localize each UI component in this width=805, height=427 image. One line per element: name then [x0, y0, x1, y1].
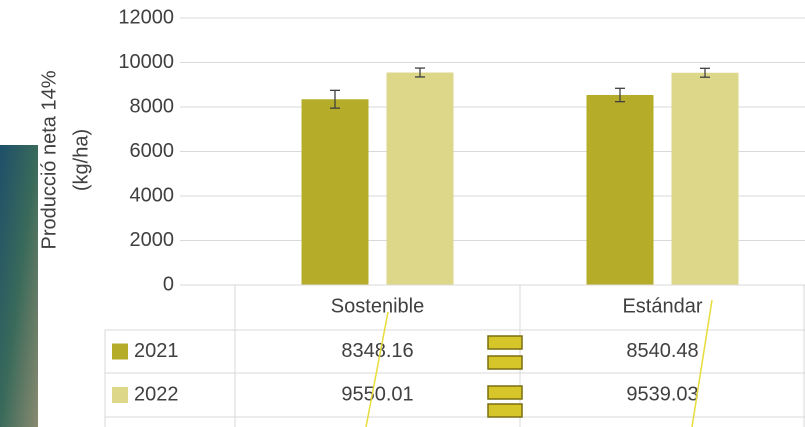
y-tick-label: 8000	[130, 95, 175, 117]
error-bar	[415, 67, 425, 78]
legend-label: 2022	[134, 383, 179, 405]
y-axis-title: Producció neta 14% (kg/ha)	[38, 70, 92, 249]
y-tick-label: 6000	[130, 140, 175, 162]
legend-swatch	[112, 343, 128, 360]
error-bar	[615, 87, 625, 103]
y-tick-label: 0	[163, 273, 174, 295]
y-tick-label: 4000	[130, 184, 175, 206]
table-value: 8348.16	[341, 340, 413, 362]
y-tick-label: 10000	[118, 51, 174, 73]
y-tick-label: 2000	[130, 229, 175, 251]
decor-line	[365, 311, 389, 427]
x-tick-label: Estándar	[622, 295, 702, 317]
table-value: 9550.01	[341, 383, 413, 405]
error-bar	[330, 89, 340, 109]
legend-swatch	[112, 387, 128, 403]
decor-line	[691, 299, 713, 427]
y-tick-label: 12000	[118, 6, 174, 28]
bar	[586, 94, 654, 285]
table-value: 8540.48	[626, 340, 698, 362]
y-axis-title-line: Producció neta 14%	[38, 70, 60, 249]
x-tick-label: Sostenible	[331, 295, 424, 317]
bar	[386, 72, 454, 286]
bar	[301, 99, 369, 285]
table-value: 9539.03	[626, 383, 698, 405]
bar	[671, 72, 739, 285]
decor-icon	[487, 335, 523, 418]
legend-label: 2021	[134, 340, 179, 362]
y-axis-title-line: (kg/ha)	[70, 129, 92, 191]
background-photo	[0, 145, 38, 427]
error-bar	[700, 67, 710, 78]
